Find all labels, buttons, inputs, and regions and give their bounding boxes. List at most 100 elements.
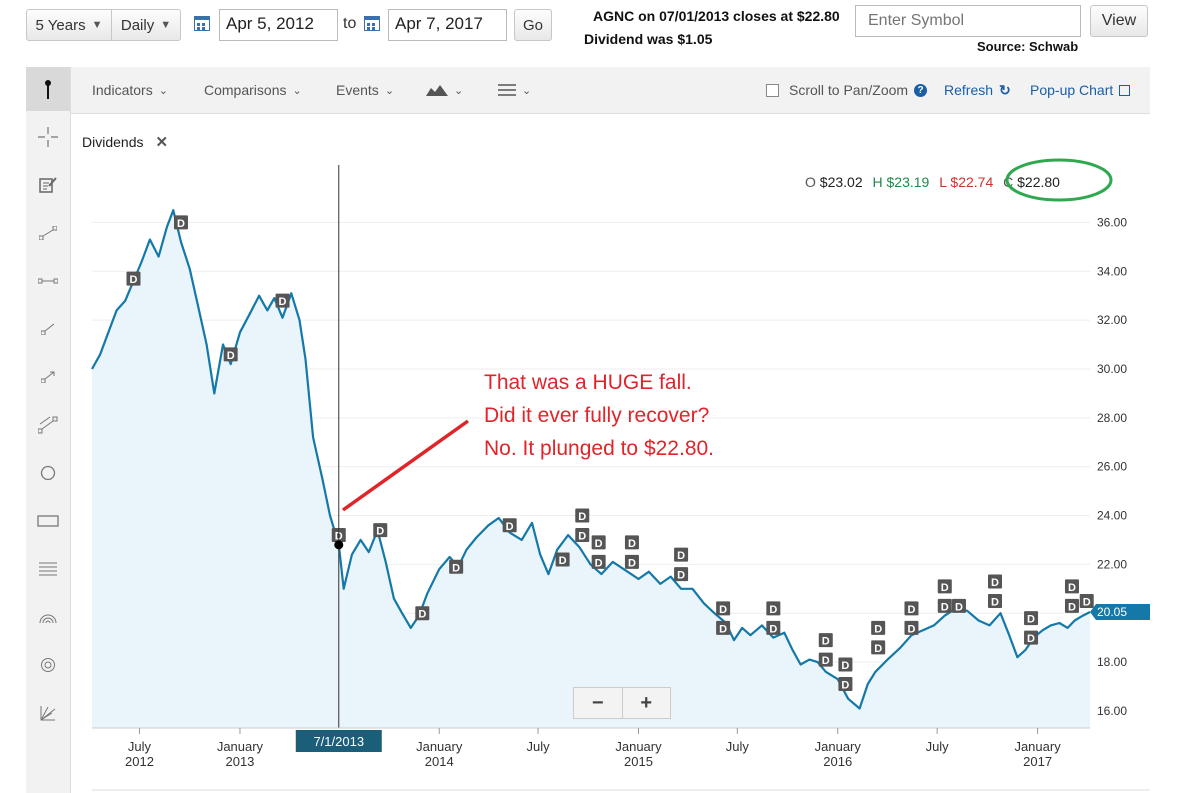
dividend-marker[interactable]: D: [449, 559, 464, 575]
channel-tool-icon[interactable]: [26, 403, 70, 447]
svg-text:D: D: [991, 596, 999, 608]
pointer-tool-icon[interactable]: [26, 67, 70, 111]
dividend-marker[interactable]: D: [1079, 593, 1094, 609]
y-tick-label: 34.00: [1097, 264, 1127, 278]
start-date-input[interactable]: Apr 5, 2012: [219, 9, 338, 41]
dividend-marker[interactable]: D: [575, 508, 590, 524]
dividend-marker[interactable]: D: [988, 593, 1003, 609]
x-tick-label: January: [815, 739, 862, 754]
refresh-button[interactable]: Refresh ↻: [944, 67, 1011, 113]
fan-tool-icon[interactable]: [26, 691, 70, 735]
dividend-marker[interactable]: D: [223, 347, 238, 362]
ray-tool-icon[interactable]: [26, 307, 70, 351]
dividend-marker[interactable]: D: [871, 640, 886, 655]
low-value: $22.74: [950, 174, 994, 190]
chevron-down-icon: ▼: [91, 19, 103, 31]
high-label: H: [872, 174, 883, 190]
dividend-marker[interactable]: D: [415, 606, 430, 621]
dividend-marker[interactable]: D: [951, 598, 966, 614]
dividend-marker[interactable]: D: [555, 552, 570, 567]
dividend-marker[interactable]: D: [373, 523, 388, 538]
go-button[interactable]: Go: [514, 9, 552, 41]
interval-dropdown[interactable]: Daily ▼: [111, 9, 181, 41]
view-button[interactable]: View: [1090, 5, 1148, 37]
svg-text:D: D: [769, 623, 777, 635]
dividend-marker[interactable]: D: [624, 535, 639, 550]
dividend-marker[interactable]: D: [575, 528, 590, 543]
scroll-zoom-toggle[interactable]: Scroll to Pan/Zoom ?: [766, 67, 928, 113]
fibonacci-tool-icon[interactable]: [26, 547, 70, 591]
help-icon[interactable]: ?: [914, 83, 928, 97]
dividend-marker[interactable]: D: [988, 574, 1003, 589]
dividend-marker[interactable]: D: [1064, 598, 1079, 614]
dividend-marker[interactable]: D: [331, 528, 346, 543]
dividend-marker[interactable]: D: [937, 579, 952, 594]
end-date-input[interactable]: Apr 7, 2017: [388, 9, 507, 41]
target-tool-icon[interactable]: [26, 643, 70, 687]
settings-menu[interactable]: ⌄: [498, 67, 531, 113]
indicators-menu[interactable]: Indicators ⌄: [92, 67, 168, 113]
svg-text:D: D: [822, 636, 830, 648]
x-tick-label: January: [615, 739, 662, 754]
dividend-marker[interactable]: D: [904, 601, 919, 616]
comparisons-menu[interactable]: Comparisons ⌄: [204, 67, 302, 113]
dividend-marker[interactable]: D: [674, 567, 689, 582]
trendline-tool-icon[interactable]: [26, 211, 70, 255]
annotation-line-3: No. It plunged to $22.80.: [484, 437, 715, 460]
svg-text:D: D: [719, 604, 727, 616]
dividend-marker[interactable]: D: [1024, 630, 1039, 646]
refresh-icon: ↻: [999, 81, 1011, 98]
dividend-marker[interactable]: D: [937, 598, 952, 614]
y-tick-label: 28.00: [1097, 411, 1127, 425]
svg-text:7/1/2013: 7/1/2013: [313, 734, 364, 749]
close-icon[interactable]: ✕: [155, 134, 169, 151]
dividend-marker[interactable]: D: [624, 554, 639, 570]
dividend-marker[interactable]: D: [716, 620, 731, 636]
chart-type-menu[interactable]: ⌄: [426, 67, 463, 113]
horizontal-line-tool-icon[interactable]: [26, 259, 70, 303]
dividend-marker[interactable]: D: [766, 601, 781, 616]
arrow-tool-icon[interactable]: [26, 355, 70, 399]
x-tick-year: 2015: [624, 754, 653, 769]
mountain-chart-icon: [426, 85, 448, 96]
calendar-icon[interactable]: [364, 16, 380, 31]
dividend-marker[interactable]: D: [591, 535, 606, 550]
dividend-marker[interactable]: D: [871, 620, 886, 636]
zoom-out-button[interactable]: −: [591, 691, 604, 714]
events-menu[interactable]: Events ⌄: [336, 67, 394, 113]
dividend-marker[interactable]: D: [766, 620, 781, 636]
dividend-marker[interactable]: D: [173, 215, 188, 230]
dividend-marker[interactable]: D: [818, 652, 833, 668]
dividend-marker[interactable]: D: [716, 601, 731, 616]
dividend-marker[interactable]: D: [275, 293, 290, 309]
dividend-marker[interactable]: D: [818, 633, 833, 648]
dividend-marker[interactable]: D: [838, 657, 853, 672]
annotate-tool-icon[interactable]: [26, 163, 70, 207]
calendar-icon[interactable]: [194, 16, 210, 31]
chevron-down-icon: ⌄: [454, 84, 464, 97]
dividend-marker[interactable]: D: [1064, 579, 1079, 594]
svg-text:D: D: [677, 570, 685, 582]
rectangle-tool-icon[interactable]: [26, 499, 70, 543]
zoom-in-button[interactable]: +: [621, 688, 671, 718]
x-tick-label: July: [526, 739, 550, 754]
svg-text:D: D: [506, 521, 514, 533]
circle-tool-icon[interactable]: [26, 451, 70, 495]
dividend-marker[interactable]: D: [674, 547, 689, 563]
symbol-input[interactable]: [855, 5, 1081, 37]
dividend-marker[interactable]: D: [1024, 611, 1039, 626]
crosshair-tool-icon[interactable]: [26, 115, 70, 159]
scroll-zoom-checkbox[interactable]: [766, 83, 779, 97]
dividend-marker[interactable]: D: [502, 518, 517, 533]
svg-text:D: D: [578, 531, 586, 543]
arc-tool-icon[interactable]: [26, 595, 70, 639]
dividend-marker[interactable]: D: [126, 271, 141, 287]
y-tick-label: 32.00: [1097, 313, 1127, 327]
dividend-marker[interactable]: D: [838, 677, 853, 692]
dividend-marker[interactable]: D: [591, 554, 606, 570]
open-value: $23.02: [819, 174, 863, 190]
svg-text:D: D: [874, 643, 882, 655]
dividend-marker[interactable]: D: [904, 620, 919, 636]
popup-chart-button[interactable]: Pop-up Chart: [1030, 67, 1131, 113]
range-dropdown[interactable]: 5 Years ▼: [26, 9, 112, 41]
